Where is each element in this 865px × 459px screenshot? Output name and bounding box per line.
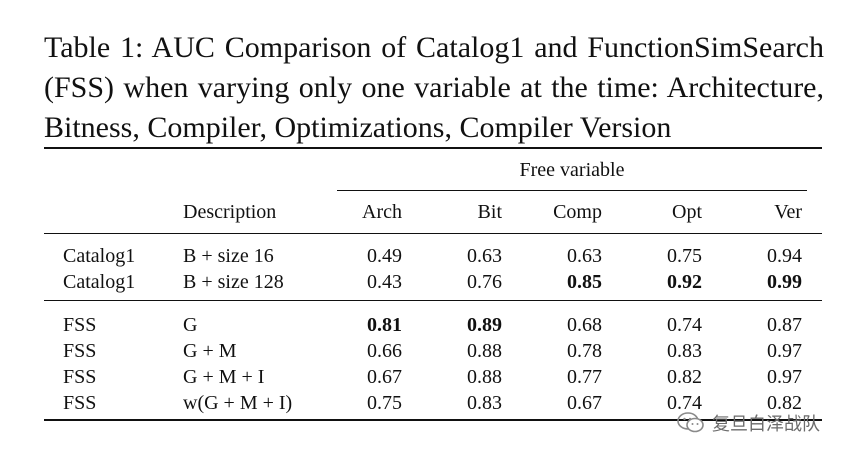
method-cell: FSS	[63, 366, 97, 388]
bit-value-cell: 0.63	[467, 245, 502, 267]
col-header-comp: Comp	[553, 201, 602, 223]
free-variable-rule	[337, 190, 807, 191]
ver-value-cell: 0.97	[767, 340, 802, 362]
comp-value-cell: 0.78	[567, 340, 602, 362]
method-cell: Catalog1	[63, 245, 136, 267]
bit-value-cell: 0.88	[467, 340, 502, 362]
group-rule	[44, 300, 822, 301]
wechat-icon	[677, 412, 704, 433]
method-cell: FSS	[63, 340, 97, 362]
ver-value-cell: 0.97	[767, 366, 802, 388]
ver-value-cell: 0.82	[767, 392, 802, 414]
opt-value-cell: 0.75	[667, 245, 702, 267]
col-header-opt: Opt	[672, 201, 702, 223]
method-cell: FSS	[63, 392, 97, 414]
description-cell: G	[183, 314, 198, 336]
col-header-bit: Bit	[477, 201, 502, 223]
ver-value-cell: 0.99	[767, 271, 802, 293]
bit-value-cell: 0.89	[467, 314, 502, 336]
bottom-rule	[44, 419, 822, 421]
header-rule	[44, 233, 822, 234]
free-variable-header: Free variable	[519, 159, 625, 181]
arch-value-cell: 0.75	[367, 392, 402, 414]
col-header-arch: Arch	[362, 201, 402, 223]
comp-value-cell: 0.63	[567, 245, 602, 267]
col-header-description: Description	[183, 201, 277, 223]
top-rule	[44, 147, 822, 149]
arch-value-cell: 0.66	[367, 340, 402, 362]
comp-value-cell: 0.85	[567, 271, 602, 293]
bit-value-cell: 0.83	[467, 392, 502, 414]
description-cell: G + M	[183, 340, 237, 362]
watermark: 复旦白泽战队	[676, 410, 820, 436]
opt-value-cell: 0.74	[667, 392, 702, 414]
comp-value-cell: 0.68	[567, 314, 602, 336]
table-caption: Table 1: AUC Comparison of Catalog1 and …	[44, 31, 824, 144]
arch-value-cell: 0.67	[367, 366, 402, 388]
arch-value-cell: 0.81	[367, 314, 402, 336]
ver-value-cell: 0.87	[767, 314, 802, 336]
opt-value-cell: 0.83	[667, 340, 702, 362]
opt-value-cell: 0.92	[667, 271, 702, 293]
method-cell: Catalog1	[63, 271, 136, 293]
description-cell: w(G + M + I)	[183, 392, 293, 414]
description-cell: G + M + I	[183, 366, 265, 388]
opt-value-cell: 0.74	[667, 314, 702, 336]
method-cell: FSS	[63, 314, 97, 336]
opt-value-cell: 0.82	[667, 366, 702, 388]
ver-value-cell: 0.94	[767, 245, 802, 267]
bit-value-cell: 0.88	[467, 366, 502, 388]
description-cell: B + size 16	[183, 245, 274, 267]
arch-value-cell: 0.43	[367, 271, 402, 293]
description-cell: B + size 128	[183, 271, 284, 293]
watermark-text: 复旦白泽战队	[712, 414, 820, 435]
comp-value-cell: 0.67	[567, 392, 602, 414]
col-header-ver: Ver	[774, 201, 802, 223]
arch-value-cell: 0.49	[367, 245, 402, 267]
comp-value-cell: 0.77	[567, 366, 602, 388]
bit-value-cell: 0.76	[467, 271, 502, 293]
